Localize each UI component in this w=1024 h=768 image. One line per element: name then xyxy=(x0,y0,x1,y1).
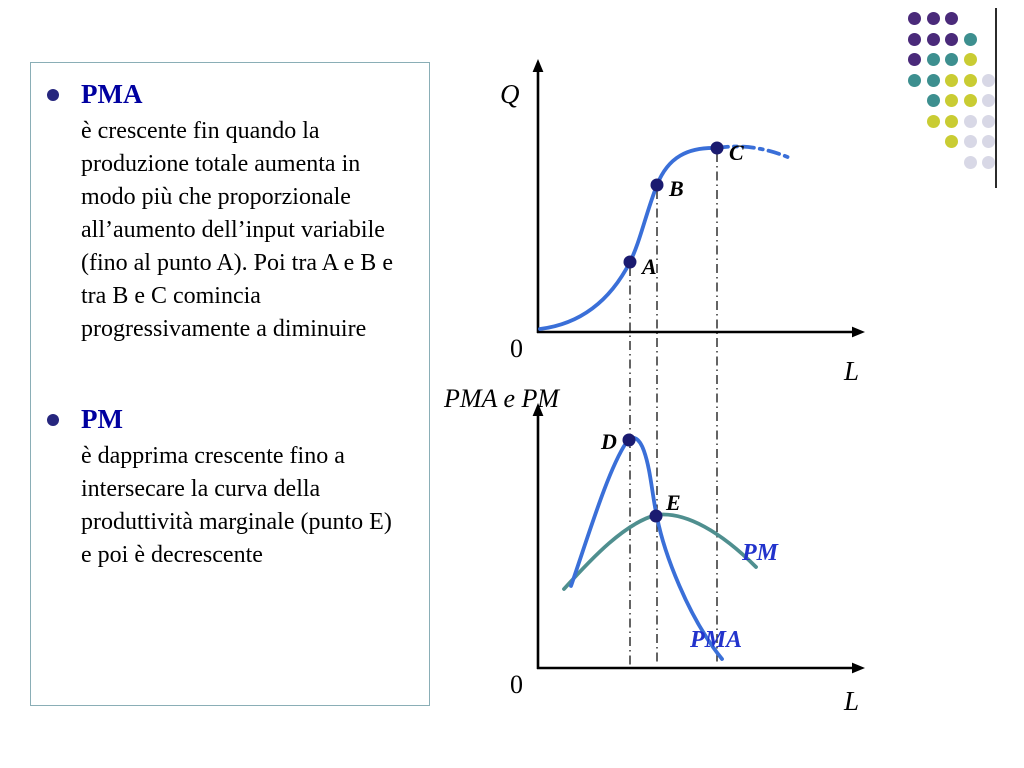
decorative-dot xyxy=(982,73,995,87)
top-origin-label: 0 xyxy=(510,334,523,363)
decorative-dot xyxy=(945,73,958,87)
decorative-dot xyxy=(926,53,940,66)
bullet-content-pma: PMA è crescente fin quando la produzione… xyxy=(81,79,403,346)
decorative-dot xyxy=(982,135,995,148)
point-d-dot xyxy=(622,433,636,447)
decorative-dot xyxy=(945,32,958,46)
decorative-dot xyxy=(963,32,977,46)
decorative-dot xyxy=(963,73,977,87)
top-y-axis-label: Q xyxy=(500,79,520,109)
point-c-label: C xyxy=(729,140,744,165)
production-charts: Q 0 L PMA e PM 0 L A B C D E PM PMA xyxy=(443,59,865,715)
point-c-dot xyxy=(710,141,724,155)
decorative-dot-grid xyxy=(908,12,1008,182)
bullet-title-pm: PM xyxy=(81,404,123,434)
decorative-dot xyxy=(926,12,940,25)
decorative-dot xyxy=(945,94,958,107)
bottom-y-axis-arrow xyxy=(532,403,544,416)
bullet-item-pm: PM è dapprima crescente fino a interseca… xyxy=(45,404,403,572)
bullet-content-pm: PM è dapprima crescente fino a interseca… xyxy=(81,404,403,572)
decorative-dot xyxy=(945,12,958,25)
pma-curve xyxy=(569,436,724,661)
decorative-dot xyxy=(963,94,977,107)
decorative-vertical-line xyxy=(995,8,997,188)
decorative-dot xyxy=(963,155,977,169)
point-a-label: A xyxy=(640,254,657,279)
decorative-dot xyxy=(908,73,921,87)
decorative-dot xyxy=(926,32,940,46)
decorative-dot xyxy=(908,12,921,25)
pm-curve-label: PM xyxy=(741,540,780,566)
decorative-dot xyxy=(945,135,958,148)
notes-box: PMA è crescente fin quando la produzione… xyxy=(30,62,430,706)
point-b-label: B xyxy=(668,176,684,201)
point-d-label: D xyxy=(600,429,617,454)
decorative-dot xyxy=(982,114,995,128)
point-a-dot xyxy=(623,255,637,269)
decorative-dot xyxy=(908,53,921,66)
bullet-icon xyxy=(47,414,59,426)
decorative-dot xyxy=(945,114,958,128)
decorative-dot xyxy=(926,94,940,107)
bullet-icon xyxy=(47,89,59,101)
decorative-dot xyxy=(926,114,940,128)
decorative-dot xyxy=(945,53,958,66)
bullet-body-pm: è dapprima crescente fino a intersecare … xyxy=(81,443,392,568)
decorative-dot xyxy=(982,155,995,169)
point-e-dot xyxy=(649,509,663,523)
bullet-title-pma: PMA xyxy=(81,79,143,109)
decorative-dot xyxy=(982,94,995,107)
bottom-origin-label: 0 xyxy=(510,670,523,699)
top-x-axis-arrow xyxy=(852,326,865,338)
decorative-dot xyxy=(963,114,977,128)
top-y-axis-arrow xyxy=(532,59,544,72)
point-b-dot xyxy=(650,178,664,192)
bullet-item-pma: PMA è crescente fin quando la produzione… xyxy=(45,79,403,346)
bottom-x-axis-arrow xyxy=(852,662,865,674)
bottom-y-axis-label: PMA e PM xyxy=(443,384,560,413)
decorative-dot xyxy=(963,135,977,148)
bottom-x-axis-label: L xyxy=(843,686,859,715)
decorative-dot xyxy=(908,32,921,46)
decorative-dot xyxy=(926,73,940,87)
bullet-body-pma: è crescente fin quando la produzione tot… xyxy=(81,118,393,342)
total-product-curve-dashed xyxy=(715,144,792,160)
pma-curve-label: PMA xyxy=(689,627,742,653)
top-x-axis-label: L xyxy=(843,356,859,386)
decorative-dot xyxy=(963,53,977,66)
total-product-curve xyxy=(538,146,719,331)
point-e-label: E xyxy=(665,490,681,515)
